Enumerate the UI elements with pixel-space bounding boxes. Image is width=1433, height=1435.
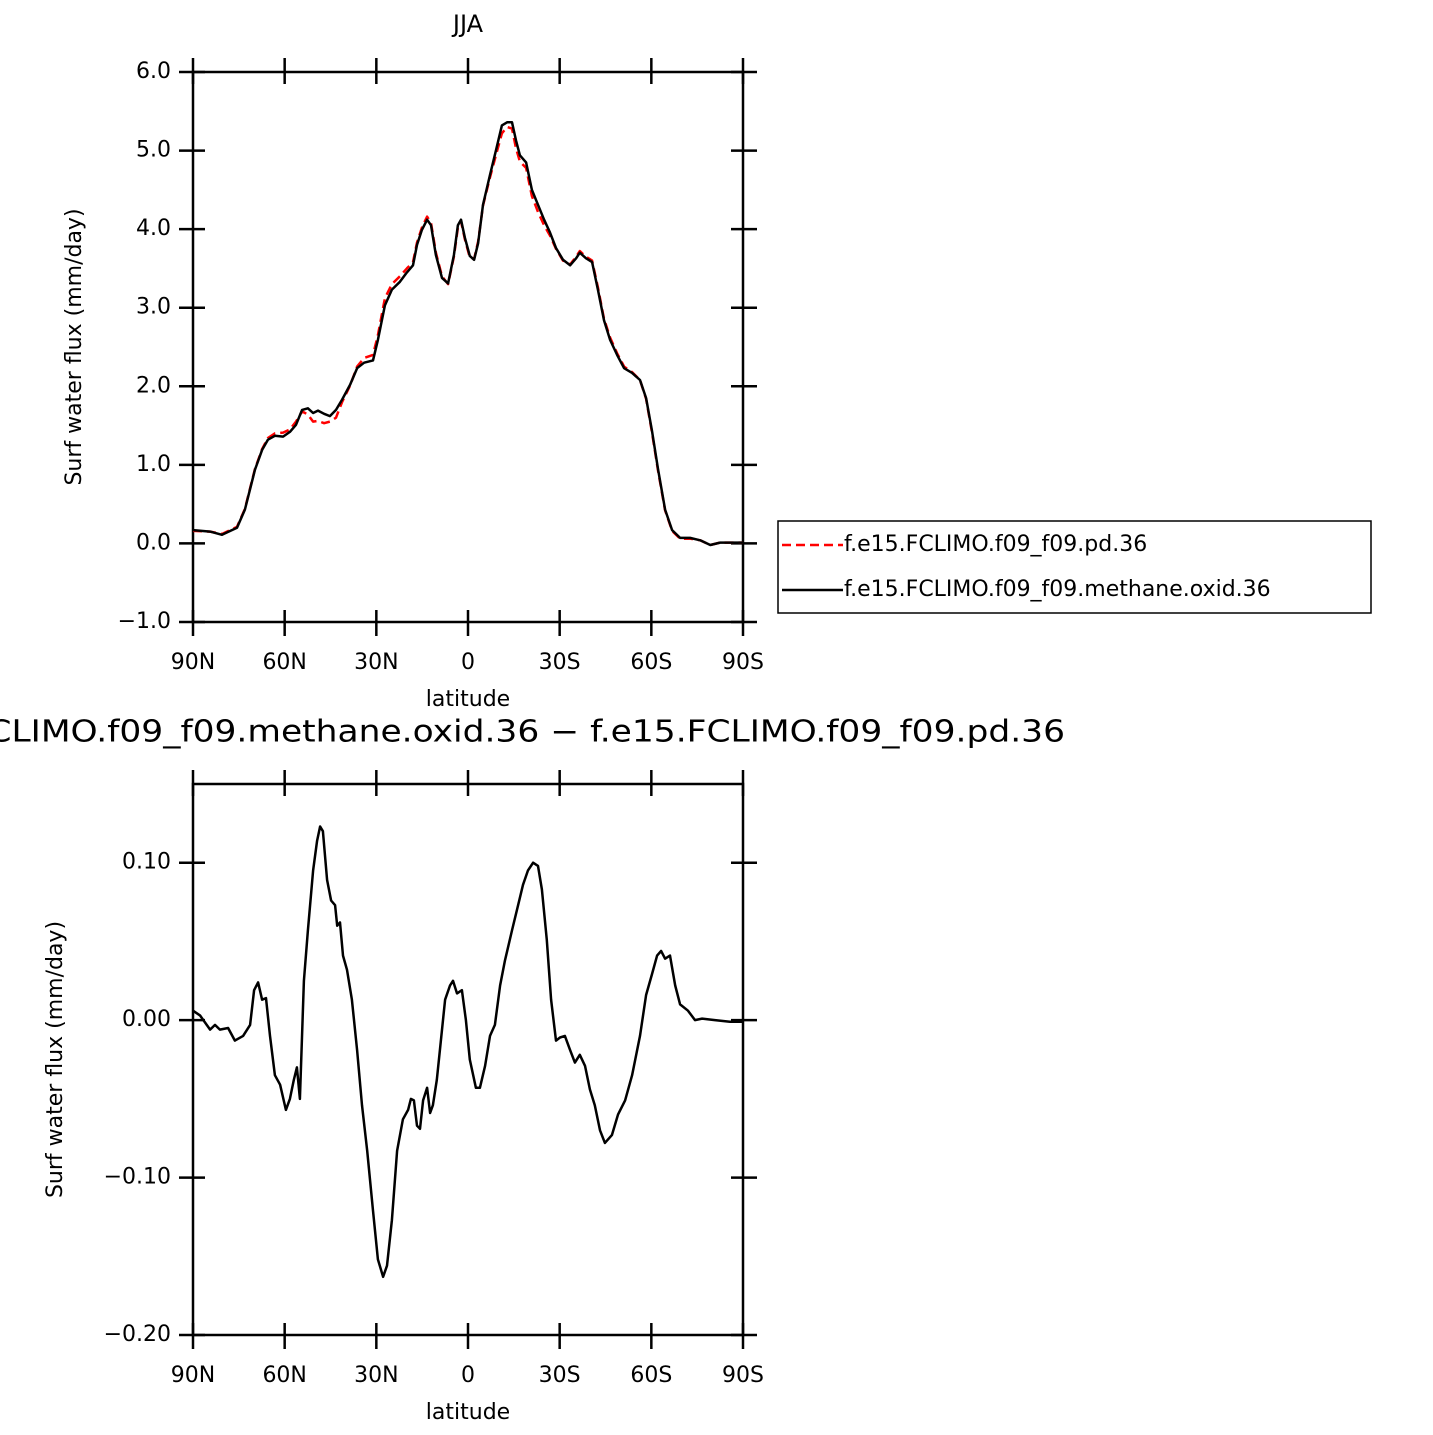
y-tick-label: 0.00 (122, 1007, 171, 1032)
x-tick-label: 30N (354, 1363, 398, 1388)
x-tick-label: 90N (171, 1363, 215, 1388)
x-tick-label: 60S (630, 650, 672, 675)
y-tick-label: 4.0 (136, 216, 171, 241)
x-tick-label: 90S (722, 650, 764, 675)
legend-label: f.e15.FCLIMO.f09_f09.methane.oxid.36 (844, 577, 1271, 602)
x-tick-label: 0 (461, 650, 475, 675)
x-tick-label: 30S (539, 1363, 581, 1388)
y-tick-label: 2.0 (136, 373, 171, 398)
data-line (192, 121, 743, 547)
y-tick-label: 3.0 (136, 295, 171, 320)
y-axis-label: Surf water flux (mm/day) (62, 208, 87, 485)
x-axis-label: latitude (426, 1400, 510, 1425)
y-tick-label: 0.0 (136, 530, 171, 555)
legend-box (777, 520, 1372, 614)
legend-label: f.e15.FCLIMO.f09_f09.pd.36 (844, 532, 1147, 557)
y-tick-label: −1.0 (118, 609, 171, 634)
x-tick-label: 60N (262, 650, 306, 675)
y-tick-label: 1.0 (136, 452, 171, 477)
y-axis-label: Surf water flux (mm/day) (43, 921, 68, 1198)
x-axis-label: latitude (426, 687, 510, 712)
data-line (192, 825, 743, 1279)
plot-frame (191, 782, 745, 1337)
y-tick-label: 6.0 (136, 59, 171, 84)
x-tick-label: 60S (630, 1363, 672, 1388)
chart-title: f.e15.FCLIMO.f09_f09.methane.oxid.36 − f… (0, 715, 1065, 750)
y-tick-label: 5.0 (136, 138, 171, 163)
plot-frame (191, 70, 745, 624)
x-tick-label: 60N (262, 1363, 306, 1388)
x-tick-label: 30S (539, 650, 581, 675)
x-tick-label: 90N (171, 650, 215, 675)
x-tick-label: 30N (354, 650, 398, 675)
x-tick-label: 90S (722, 1363, 764, 1388)
y-tick-label: 0.10 (122, 850, 171, 875)
x-tick-label: 0 (461, 1363, 475, 1388)
chart-title: JJA (451, 10, 484, 38)
y-tick-label: −0.10 (104, 1165, 171, 1190)
y-tick-label: −0.20 (104, 1322, 171, 1347)
